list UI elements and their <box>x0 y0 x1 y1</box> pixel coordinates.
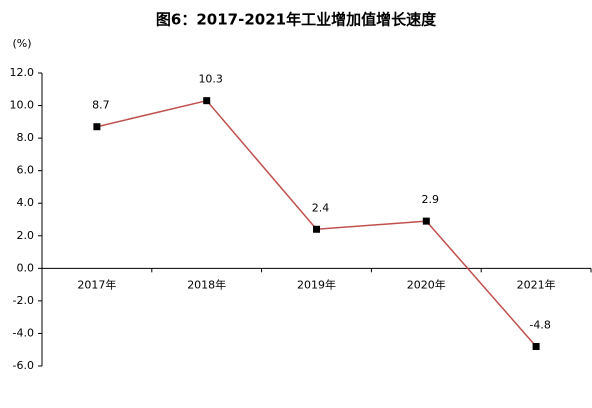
data-label: 10.3 <box>198 73 223 86</box>
y-tick-label: 10.0 <box>10 99 35 112</box>
marker <box>203 97 211 105</box>
marker <box>313 225 320 233</box>
y-tick-label: -2.0 <box>13 294 34 307</box>
x-tick-label: 2018年 <box>187 277 226 291</box>
data-label: 2.9 <box>422 193 440 206</box>
y-unit: (%) <box>12 37 31 50</box>
x-tick-label: 2020年 <box>407 277 446 291</box>
y-tick-label: -4.0 <box>13 326 34 339</box>
chart-title: 图6：2017-2021年工业增加值增长速度 <box>156 11 437 29</box>
y-tick-label: 6.0 <box>17 164 35 177</box>
line <box>96 99 537 347</box>
y-tick-label: 2.0 <box>17 229 35 242</box>
x-tick-label: 2017年 <box>77 277 116 291</box>
marker <box>532 342 540 350</box>
y-tick-label: -6.0 <box>13 359 34 372</box>
y-tick-label: 4.0 <box>17 196 35 209</box>
marker <box>422 217 430 225</box>
y-tick-label: 0.0 <box>17 261 35 274</box>
y-tick-label: 8.0 <box>17 131 35 144</box>
x-tick-label: 2019年 <box>297 277 336 291</box>
data-label: 8.7 <box>92 99 110 112</box>
y-tick-label: 12.0 <box>10 66 35 79</box>
x-tick-label: 2021年 <box>517 277 556 291</box>
data-label: 2.4 <box>312 201 330 214</box>
marker <box>93 123 101 131</box>
data-label: -4.8 <box>529 318 550 331</box>
